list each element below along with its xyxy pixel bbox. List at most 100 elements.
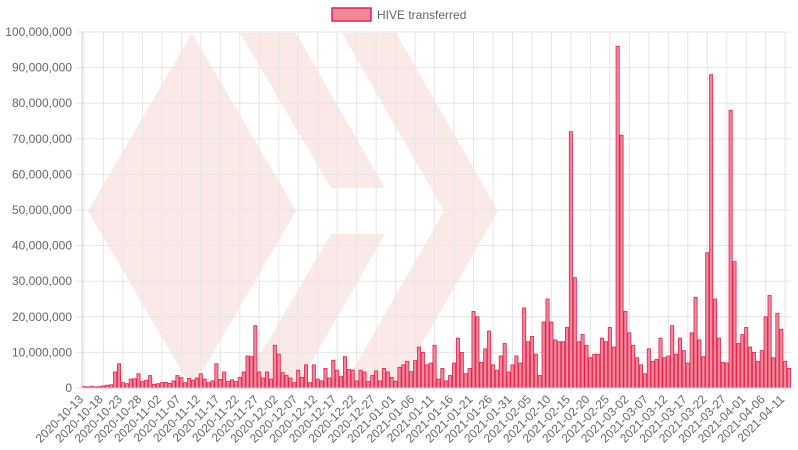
x-axis-tick-labels: 2020-10-132020-10-182020-10-232020-10-28… [33, 392, 788, 446]
y-tick-label: 40,000,000 [12, 239, 72, 253]
y-tick-label: 50,000,000 [12, 203, 72, 217]
bar [487, 330, 492, 389]
bar [444, 380, 449, 389]
bar [783, 360, 788, 389]
bar [623, 311, 628, 389]
bar [265, 371, 270, 389]
bar [183, 382, 188, 389]
bar [576, 341, 581, 389]
bar [498, 355, 503, 389]
bar [179, 377, 184, 389]
legend-label: HIVE transferred [377, 8, 466, 22]
bar [728, 109, 733, 389]
bar [549, 321, 554, 389]
bar [592, 353, 597, 389]
bar [471, 311, 476, 389]
bar [658, 337, 663, 389]
bar [701, 356, 706, 389]
bar [354, 380, 359, 389]
bar [120, 382, 125, 389]
legend[interactable]: HIVE transferred [331, 7, 466, 22]
bar [662, 357, 667, 389]
hive-logo-watermark [88, 33, 498, 389]
bar [381, 368, 386, 389]
bar [401, 364, 406, 389]
bar [561, 341, 566, 389]
bar [397, 366, 402, 389]
bar [245, 355, 250, 389]
bar [229, 379, 234, 389]
bar [596, 353, 601, 389]
bar [732, 261, 737, 389]
bar [128, 378, 133, 389]
bar [113, 371, 118, 389]
bar [132, 378, 137, 389]
y-tick-label: 70,000,000 [12, 132, 72, 146]
bar [494, 369, 499, 389]
y-tick-label: 60,000,000 [12, 167, 72, 181]
bar [553, 339, 558, 389]
bar [296, 369, 301, 389]
bar [339, 376, 344, 389]
bar [654, 359, 659, 389]
bar [736, 343, 741, 389]
bar [448, 375, 453, 389]
bar [666, 355, 671, 389]
bar [233, 381, 238, 389]
bar [779, 328, 784, 389]
bar [526, 341, 531, 389]
bar [241, 371, 246, 389]
bar [541, 321, 546, 389]
bar [463, 373, 468, 389]
bar [366, 381, 371, 389]
bar [600, 337, 605, 389]
bar [771, 357, 776, 389]
bar [455, 337, 460, 389]
bar [194, 377, 199, 389]
bar [755, 360, 760, 389]
bar [713, 298, 718, 389]
bar [510, 364, 515, 389]
bar [588, 357, 593, 389]
bar [214, 363, 219, 389]
bar [374, 370, 379, 389]
bar [572, 277, 577, 389]
bar [627, 332, 632, 389]
bar [198, 373, 203, 389]
bar [767, 295, 772, 389]
bar [378, 380, 383, 389]
bar [432, 344, 437, 389]
bar [237, 376, 242, 389]
bar [362, 371, 367, 389]
bar [479, 361, 484, 389]
bar [724, 362, 729, 389]
legend-swatch [331, 7, 372, 22]
bar [288, 377, 293, 389]
bar [748, 346, 753, 389]
bar [720, 361, 725, 389]
bar [346, 369, 351, 389]
bar [440, 368, 445, 389]
bar [257, 371, 262, 389]
y-tick-label: 30,000,000 [12, 274, 72, 288]
bar [759, 350, 764, 389]
axes [81, 32, 791, 389]
bar [603, 341, 608, 389]
bar [674, 353, 679, 389]
bar [385, 371, 390, 389]
bar [607, 327, 612, 389]
bar [163, 381, 168, 389]
bar [459, 351, 464, 389]
bar [635, 357, 640, 389]
bar [148, 375, 153, 389]
bar [518, 362, 523, 389]
bar [311, 364, 316, 389]
y-tick-label: 80,000,000 [12, 96, 72, 110]
bar [716, 337, 721, 389]
bar [413, 360, 418, 389]
bar [529, 335, 534, 389]
bar [740, 334, 745, 389]
bar [159, 382, 164, 389]
bar [568, 131, 573, 389]
bar [545, 298, 550, 389]
